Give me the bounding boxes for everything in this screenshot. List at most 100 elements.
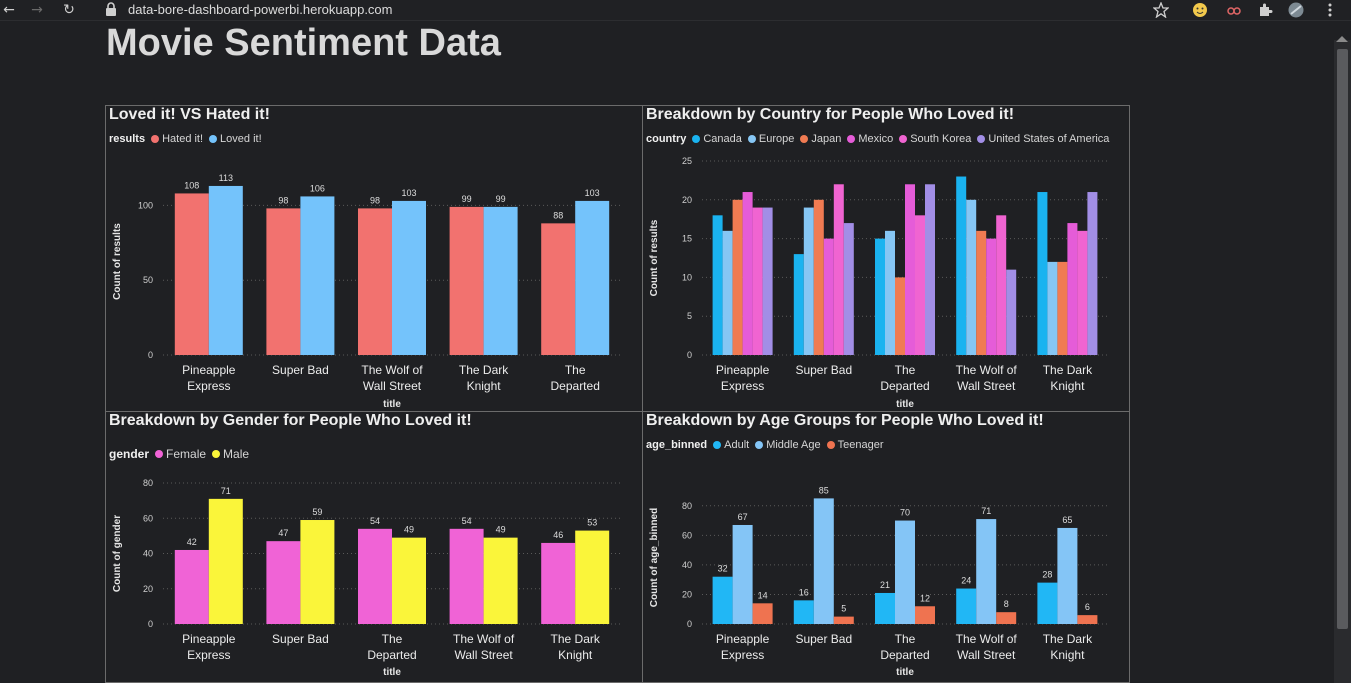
bar-middle-age[interactable] bbox=[895, 520, 915, 624]
bar-male[interactable] bbox=[483, 537, 518, 624]
bar-loved-it[interactable] bbox=[300, 196, 335, 355]
bar-male[interactable] bbox=[208, 498, 243, 624]
bar-united-states-of-america[interactable] bbox=[1006, 269, 1017, 355]
bar-adult[interactable] bbox=[793, 600, 814, 624]
bar-male[interactable] bbox=[392, 537, 426, 624]
bar-hated-it[interactable] bbox=[449, 206, 484, 355]
back-arrow-icon[interactable]: ← bbox=[3, 2, 15, 18]
emoji-extension-icon[interactable] bbox=[1192, 2, 1208, 18]
bar-hated-it[interactable] bbox=[174, 193, 209, 355]
y-tick-label: 0 bbox=[687, 350, 692, 360]
legend-item-adult[interactable]: Adult bbox=[713, 439, 749, 451]
bar-united-states-of-america[interactable] bbox=[1087, 192, 1098, 355]
bar-female[interactable] bbox=[174, 549, 209, 624]
bar-japan[interactable] bbox=[1057, 261, 1068, 355]
bar-united-states-of-america[interactable] bbox=[762, 207, 773, 355]
bar-teenager[interactable] bbox=[752, 603, 773, 624]
bar-south-korea[interactable] bbox=[915, 215, 925, 355]
legend-item-female[interactable]: Female bbox=[155, 447, 206, 461]
bar-middle-age[interactable] bbox=[1057, 527, 1078, 624]
bar-loved-it[interactable] bbox=[392, 200, 426, 355]
bar-canada[interactable] bbox=[875, 238, 885, 355]
bar-mexico[interactable] bbox=[905, 184, 915, 355]
bar-loved-it[interactable] bbox=[483, 206, 518, 355]
glasses-extension-icon[interactable] bbox=[1226, 2, 1242, 18]
bar-canada[interactable] bbox=[712, 215, 723, 355]
legend-item-canada[interactable]: Canada bbox=[692, 133, 742, 145]
y-axis-title: Count of gender bbox=[112, 515, 123, 592]
bar-male[interactable] bbox=[575, 530, 610, 624]
reload-icon[interactable]: ↻ bbox=[63, 2, 75, 18]
data-label: 98 bbox=[278, 195, 288, 205]
legend-item-loved-it[interactable]: Loved it! bbox=[209, 133, 262, 145]
bar-middle-age[interactable] bbox=[813, 498, 834, 624]
bar-adult[interactable] bbox=[875, 592, 895, 624]
avatar[interactable] bbox=[1288, 2, 1304, 18]
legend-item-teenager[interactable]: Teenager bbox=[826, 439, 884, 451]
bar-hated-it[interactable] bbox=[358, 208, 392, 355]
chart-panel-age-breakdown: Breakdown by Age Groups for People Who L… bbox=[642, 411, 1130, 683]
bar-teenager[interactable] bbox=[1077, 615, 1098, 624]
chart-title: Loved it! VS Hated it! bbox=[109, 106, 270, 123]
menu-kebab-icon[interactable] bbox=[1322, 2, 1338, 18]
bar-middle-age[interactable] bbox=[732, 524, 753, 624]
legend-item-mexico[interactable]: Mexico bbox=[847, 133, 893, 145]
bar-hated-it[interactable] bbox=[266, 208, 301, 355]
y-tick-label: 5 bbox=[687, 311, 692, 321]
bar-hated-it[interactable] bbox=[541, 223, 576, 355]
bar-japan[interactable] bbox=[976, 230, 987, 355]
bar-canada[interactable] bbox=[793, 254, 804, 355]
bar-mexico[interactable] bbox=[1067, 223, 1078, 355]
bar-middle-age[interactable] bbox=[976, 519, 997, 624]
x-axis-title: title bbox=[896, 399, 914, 410]
bar-japan[interactable] bbox=[732, 199, 743, 355]
bar-canada[interactable] bbox=[1037, 192, 1048, 355]
bar-loved-it[interactable] bbox=[208, 185, 243, 355]
address-bar-url[interactable]: data-bore-dashboard-powerbi.herokuapp.co… bbox=[128, 2, 393, 17]
bar-mexico[interactable] bbox=[742, 192, 753, 355]
bar-female[interactable] bbox=[358, 528, 392, 624]
legend-item-europe[interactable]: Europe bbox=[747, 133, 795, 145]
scroll-up-arrow-icon[interactable] bbox=[1336, 36, 1348, 42]
bar-loved-it[interactable] bbox=[575, 200, 610, 355]
bar-mexico[interactable] bbox=[986, 238, 997, 355]
extensions-puzzle-icon[interactable] bbox=[1257, 2, 1273, 18]
bar-teenager[interactable] bbox=[996, 612, 1017, 624]
bookmark-star-icon[interactable] bbox=[1153, 2, 1169, 18]
bar-europe[interactable] bbox=[803, 207, 814, 355]
bar-female[interactable] bbox=[541, 542, 576, 624]
bar-canada[interactable] bbox=[956, 176, 967, 355]
bar-europe[interactable] bbox=[1047, 261, 1058, 355]
legend-item-hated-it[interactable]: Hated it! bbox=[151, 133, 203, 145]
legend-item-japan[interactable]: Japan bbox=[800, 133, 841, 145]
bar-teenager[interactable] bbox=[833, 616, 854, 624]
bar-europe[interactable] bbox=[885, 230, 895, 355]
bar-male[interactable] bbox=[300, 520, 335, 624]
bar-japan[interactable] bbox=[895, 277, 905, 355]
bar-japan[interactable] bbox=[813, 199, 824, 355]
bar-europe[interactable] bbox=[966, 199, 977, 355]
page-scrollbar-thumb[interactable] bbox=[1337, 49, 1348, 629]
bar-mexico[interactable] bbox=[823, 238, 834, 355]
chart-plot: 0 5 10 15 20 25 Count of results Pineapple Expre… bbox=[649, 156, 1108, 410]
data-label: 42 bbox=[187, 537, 197, 547]
forward-arrow-icon[interactable]: → bbox=[31, 2, 43, 18]
bar-south-korea[interactable] bbox=[752, 207, 763, 355]
bar-teenager[interactable] bbox=[915, 606, 935, 624]
bar-south-korea[interactable] bbox=[1077, 230, 1088, 355]
bar-united-states-of-america[interactable] bbox=[843, 223, 854, 355]
legend-item-united-states-of-america[interactable]: United States of America bbox=[977, 133, 1109, 145]
legend-item-south-korea[interactable]: South Korea bbox=[899, 133, 971, 145]
bar-female[interactable] bbox=[266, 541, 301, 624]
bar-adult[interactable] bbox=[956, 588, 977, 624]
bar-female[interactable] bbox=[449, 528, 484, 624]
bar-adult[interactable] bbox=[712, 576, 733, 624]
bar-united-states-of-america[interactable] bbox=[925, 184, 935, 355]
legend-item-middle-age[interactable]: Middle Age bbox=[755, 439, 821, 451]
legend-label: Europe bbox=[758, 133, 795, 145]
bar-europe[interactable] bbox=[722, 230, 733, 355]
legend-item-male[interactable]: Male bbox=[212, 447, 249, 461]
bar-adult[interactable] bbox=[1037, 582, 1058, 624]
bar-south-korea[interactable] bbox=[996, 215, 1007, 355]
bar-south-korea[interactable] bbox=[833, 184, 844, 355]
